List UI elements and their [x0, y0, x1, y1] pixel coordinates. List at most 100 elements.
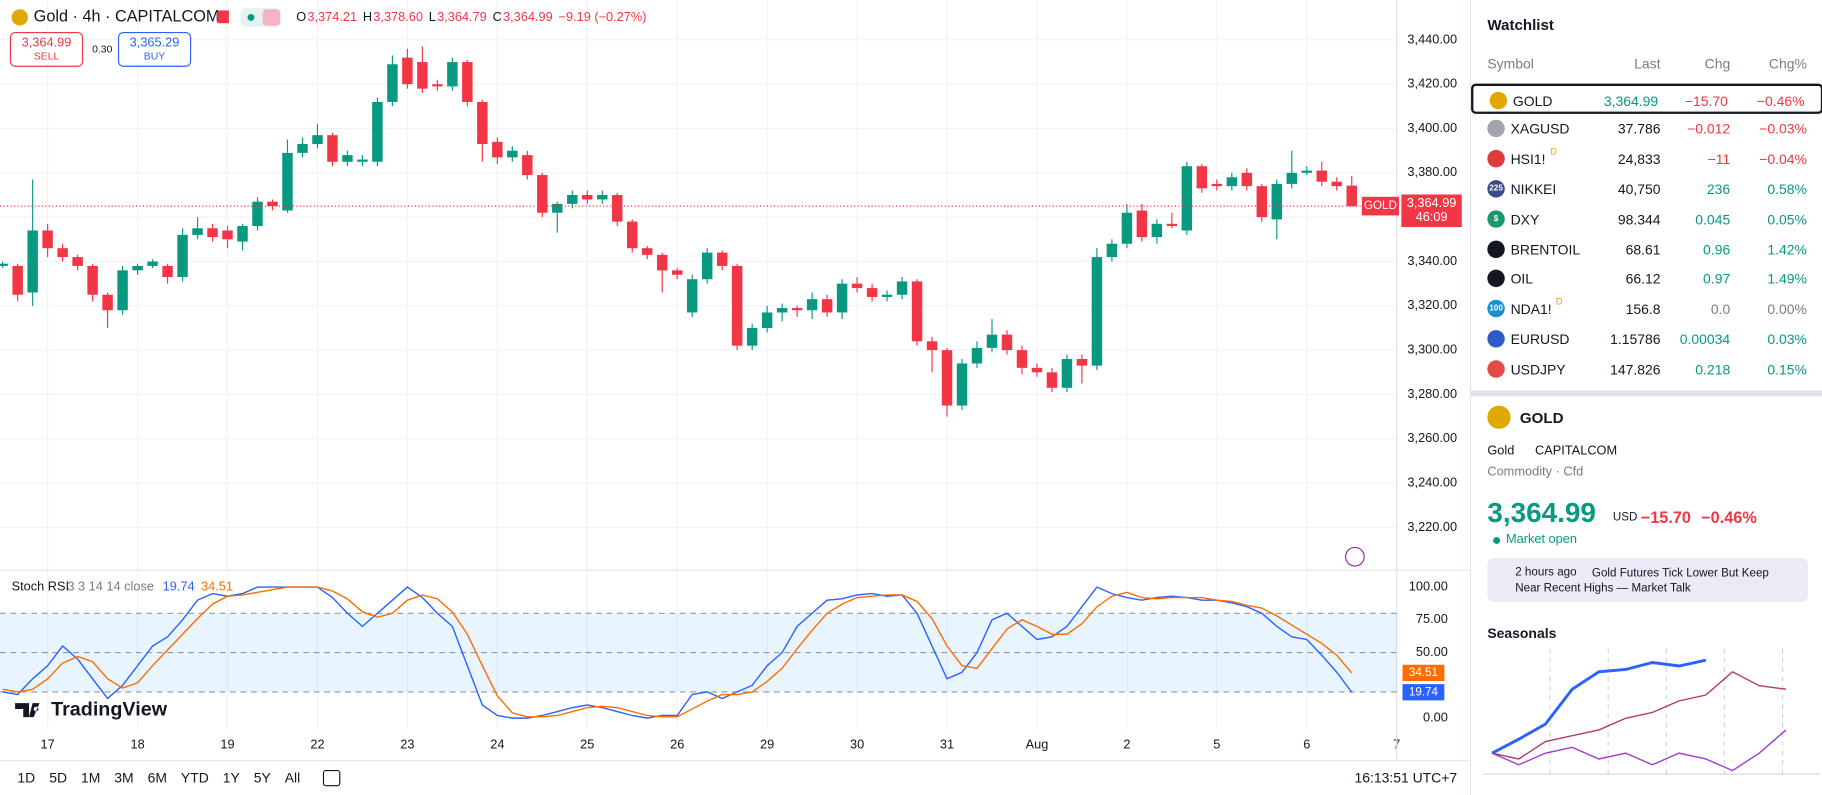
candle-body — [896, 281, 908, 295]
ohlc-value: 3,378.60 — [373, 9, 423, 24]
candle-body — [1121, 212, 1133, 244]
change-pct: 0.15% — [1767, 361, 1807, 378]
candle-body — [27, 230, 38, 293]
watchlist-row[interactable]: OIL 66.12 0.97 1.49% — [1471, 264, 1822, 294]
candle-body — [746, 327, 758, 346]
candle-body — [656, 254, 668, 271]
value-tag: 34.51 — [1409, 666, 1438, 679]
symbol: BRENTOIL — [1510, 241, 1581, 258]
range-button[interactable]: 5D — [49, 769, 67, 785]
watchlist-row[interactable]: $ DXY 98.344 0.045 0.05% — [1471, 204, 1822, 234]
series-line — [2, 586, 1353, 718]
y-tick-label: 3,440.00 — [1407, 31, 1457, 46]
range-button[interactable]: All — [285, 769, 300, 785]
watchlist-row[interactable]: XAGUSD 37.786 −0.012 −0.03% — [1471, 114, 1822, 144]
symbol-icon: 100 — [1487, 300, 1505, 318]
candle-body — [177, 234, 188, 278]
y-tick-label: 3,240.00 — [1407, 474, 1457, 489]
candle-body — [552, 203, 563, 213]
watchlist-row[interactable]: USDJPY 147.826 0.218 0.15% — [1471, 355, 1822, 385]
detail-exchange: CAPITALCOM — [1534, 443, 1618, 458]
detail-change: −15.70 — [1640, 507, 1691, 527]
candle-body — [1211, 183, 1223, 187]
candle-body — [87, 265, 98, 295]
range-button[interactable]: 3M — [114, 769, 133, 785]
candle-body — [1331, 181, 1342, 187]
watchlist-row[interactable]: BRENTOIL 68.61 0.96 1.42% — [1471, 234, 1822, 264]
symbol: OIL — [1510, 271, 1534, 288]
last: 156.8 — [1625, 301, 1661, 318]
candle-body — [342, 155, 353, 162]
candle-body — [1106, 243, 1118, 258]
last-price-bg — [1401, 194, 1462, 228]
y-tick-label: 50.00 — [1416, 644, 1448, 659]
candle-body — [641, 248, 653, 255]
candle-body — [57, 248, 68, 258]
candle-body — [836, 283, 848, 313]
candle-body — [582, 195, 593, 200]
symbol-icon — [11, 9, 28, 26]
symbol: XAGUSD — [1510, 120, 1570, 138]
symbol: EURUSD — [1510, 331, 1570, 348]
symbol-icon — [1487, 330, 1505, 348]
series-line — [1491, 670, 1787, 760]
watchlist-row[interactable]: 100 NDA1! D 156.8 0.0 0.00% — [1471, 294, 1822, 324]
candle-body — [0, 263, 8, 266]
badge: D — [1550, 146, 1557, 157]
range-button[interactable]: 5Y — [254, 769, 271, 785]
range-button[interactable]: 1M — [81, 769, 100, 785]
indicator-params: 3 3 14 14 close — [67, 578, 154, 593]
candle-body — [776, 308, 788, 313]
date-range-icon[interactable] — [322, 770, 341, 787]
buy-button[interactable] — [117, 31, 192, 67]
y-tick-label: 3,280.00 — [1407, 386, 1457, 401]
candle-body — [132, 265, 143, 271]
candle-body — [297, 144, 308, 153]
change: 0.218 — [1695, 361, 1731, 378]
change-pct: 0.03% — [1767, 331, 1807, 348]
change: 0.0 — [1710, 301, 1731, 318]
x-tick-label: 19 — [220, 736, 234, 751]
change: 236 — [1706, 180, 1731, 198]
candle-body — [971, 347, 983, 364]
ohlc-value: 3,374.21 — [307, 9, 357, 24]
alert-icon[interactable] — [1345, 546, 1365, 567]
candle-body — [162, 265, 173, 278]
candle-body — [327, 135, 338, 162]
x-tick-label: 23 — [400, 736, 414, 751]
symbol-icon — [1487, 360, 1505, 378]
watchlist-title[interactable]: Watchlist — [1487, 16, 1554, 34]
candle-body — [1271, 183, 1283, 220]
candle-body — [1031, 367, 1043, 373]
x-tick-label: 26 — [670, 736, 684, 751]
news-card[interactable]: 2 hours ago Gold Futures Tick Lower But K… — [1487, 557, 1809, 603]
logo: TradingView — [51, 698, 168, 720]
change-pct: 1.42% — [1767, 241, 1807, 258]
x-tick-label: 17 — [41, 736, 55, 751]
last: 3,364.99 — [1603, 92, 1659, 110]
x-tick-label: 5 — [1213, 736, 1220, 751]
range-button[interactable]: 1D — [17, 769, 35, 785]
candle-body — [447, 62, 458, 87]
ohlc-label: H — [363, 9, 372, 24]
candle-body — [731, 265, 743, 346]
chart-title[interactable]: Gold · 4h · CAPITALCOM — [34, 8, 220, 26]
candle-body — [237, 226, 248, 242]
divider — [1471, 390, 1822, 397]
range-button[interactable]: 6M — [148, 769, 167, 785]
candle-body — [1151, 223, 1163, 238]
series-line — [1491, 729, 1787, 772]
candle-body — [42, 230, 53, 249]
watchlist-row[interactable]: HSI1! D 24,833 −11 −0.04% — [1471, 144, 1822, 174]
range-button[interactable]: YTD — [181, 769, 209, 785]
ohlc-label: O — [296, 9, 306, 24]
range-button[interactable]: 1Y — [223, 769, 240, 785]
candle-body — [1001, 334, 1013, 351]
watchlist-row[interactable]: EURUSD 1.15786 0.00034 0.03% — [1471, 324, 1822, 354]
watchlist-row[interactable]: GOLD 3,364.99 −15.70 −0.46% — [1471, 83, 1822, 114]
candle-body — [1091, 257, 1103, 366]
watchlist-row[interactable]: 225 NIKKEI 40,750 236 0.58% — [1471, 174, 1822, 204]
sell-button[interactable] — [9, 31, 84, 67]
symbol-tag: GOLD — [1364, 199, 1397, 212]
symbol-icon — [1487, 240, 1505, 258]
